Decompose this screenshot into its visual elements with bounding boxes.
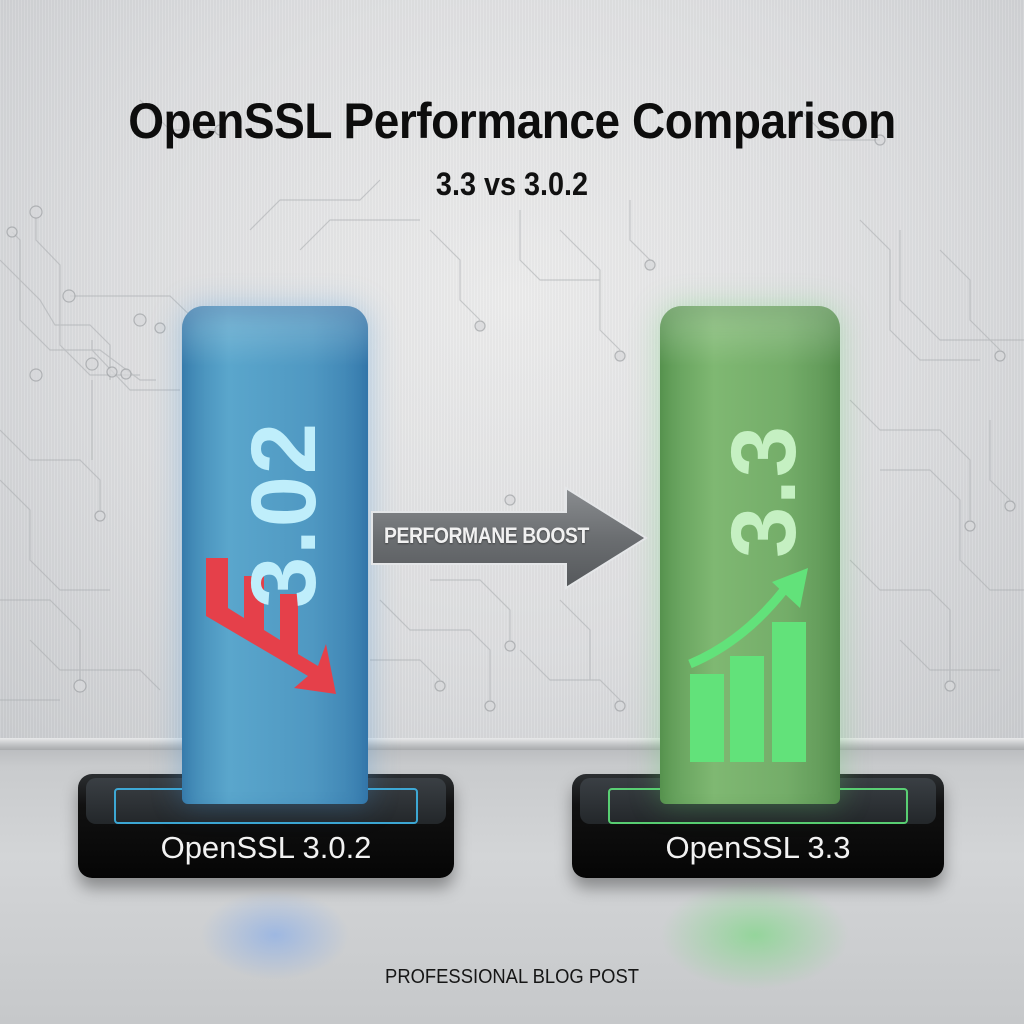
version-text-302: 3.02 (233, 420, 335, 608)
circuit-pattern (0, 99, 1024, 712)
floor-glow-blue (200, 890, 350, 980)
pillar-openssl-33 (660, 306, 840, 804)
arrow-label: PERFORMANE BOOST (384, 523, 589, 548)
pillar-openssl-302 (182, 306, 368, 804)
pillar-highlight (182, 306, 368, 366)
pedestal-label: OpenSSL 3.3 (665, 830, 851, 865)
page-title: OpenSSL Performance Comparison (128, 93, 896, 149)
trend-down-icon (206, 558, 336, 694)
wall-ledge (0, 738, 1024, 750)
arrow-right-icon (371, 486, 648, 590)
page-subtitle: 3.3 vs 3.0.2 (435, 166, 589, 202)
version-text-33: 3.3 (713, 424, 815, 558)
trend-up-bar-chart-icon (688, 568, 808, 762)
background-wall (0, 0, 1024, 745)
pedestal-label: OpenSSL 3.0.2 (160, 830, 372, 865)
floor-glow-green (660, 880, 850, 990)
pillar-highlight (660, 306, 840, 366)
footer-text: PROFESSIONAL BLOG POST (385, 966, 639, 988)
